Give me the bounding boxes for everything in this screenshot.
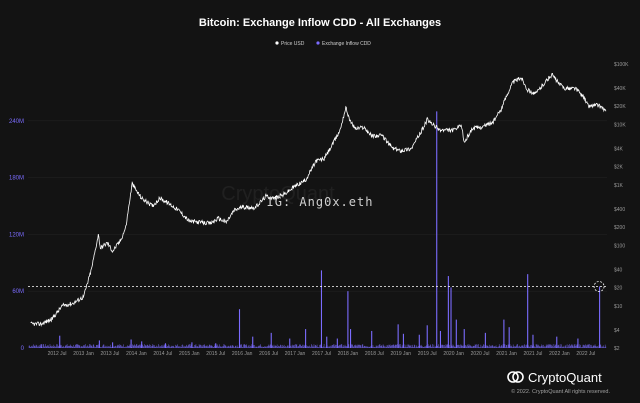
x-tick-label: 2020 Jul xyxy=(471,351,490,357)
x-tick-label: 2016 Jul xyxy=(259,351,278,357)
x-tick-label: 2018 Jan xyxy=(338,351,359,357)
x-tick-label: 2018 Jul xyxy=(365,351,384,357)
x-tick-label: 2020 Jan xyxy=(443,351,464,357)
x-tick-label: 2014 Jul xyxy=(153,351,172,357)
legend-price-label: Price USD xyxy=(281,41,305,47)
left-tick-label: 240M xyxy=(9,119,24,125)
x-tick-label: 2021 Jul xyxy=(524,351,543,357)
copyright: © 2022. CryptoQuant All rights reserved. xyxy=(511,388,610,395)
watermark: CryptoQuant xyxy=(221,183,335,205)
x-tick-label: 2017 Jan xyxy=(285,351,306,357)
chart-title: Bitcoin: Exchange Inflow CDD - All Excha… xyxy=(199,17,441,29)
x-tick-label: 2012 Jul xyxy=(48,351,67,357)
right-tick-label: $10K xyxy=(614,122,626,128)
x-tick-label: 2014 Jan xyxy=(126,351,147,357)
legend-price-marker xyxy=(275,41,279,45)
right-tick-label: $4K xyxy=(614,146,624,152)
legend: Price USD Exchange Inflow CDD xyxy=(275,41,371,47)
x-axis: 2012 Jul 2013 Jan 2013 Jul 2014 Jan 2014 Jul… xyxy=(48,351,596,357)
grid xyxy=(28,120,607,292)
right-tick-label: $20 xyxy=(614,286,623,292)
right-tick-label: $2K xyxy=(614,165,624,171)
left-tick-label: 60M xyxy=(12,289,24,295)
x-tick-label: 2015 Jul xyxy=(206,351,225,357)
left-tick-label: 120M xyxy=(9,232,24,238)
legend-cdd-marker xyxy=(316,41,320,45)
right-tick-label: $40 xyxy=(614,267,623,273)
x-tick-label: 2022 Jul xyxy=(576,351,595,357)
right-tick-label: $4 xyxy=(614,328,620,334)
right-tick-label: $100K xyxy=(614,62,629,68)
right-tick-label: $200 xyxy=(614,225,625,231)
right-tick-label: $100 xyxy=(614,243,625,249)
dashed-circle-icon xyxy=(593,281,605,292)
right-tick-label: $1K xyxy=(614,183,624,189)
x-tick-label: 2019 Jan xyxy=(390,351,411,357)
right-tick-label: $2 xyxy=(614,346,620,352)
x-tick-label: 2019 Jul xyxy=(418,351,437,357)
right-axis: $2 $4 $10 $20 $40 $100 $200 $400 $1K $2K $4K $10K $2… xyxy=(614,62,629,352)
x-tick-label: 2021 Jan xyxy=(496,351,517,357)
x-tick-label: 2013 Jul xyxy=(101,351,120,357)
x-tick-label: 2016 Jan xyxy=(232,351,253,357)
legend-cdd-label: Exchange Inflow CDD xyxy=(322,41,371,47)
overlay-handle-text: IG: Ang0x.eth xyxy=(267,195,374,209)
right-tick-label: $10 xyxy=(614,304,623,310)
left-tick-label: 0 xyxy=(21,346,25,352)
x-tick-label: 2022 Jan xyxy=(549,351,570,357)
left-tick-label: 180M xyxy=(9,176,24,182)
cryptoquant-logo-icon xyxy=(507,371,524,383)
right-tick-label: $20K xyxy=(614,104,626,110)
cdd-series xyxy=(28,111,607,348)
price-series-line xyxy=(30,73,607,327)
right-tick-label: $40K xyxy=(614,86,626,92)
right-tick-label: $400 xyxy=(614,207,625,213)
x-tick-label: 2017 Jul xyxy=(312,351,331,357)
x-tick-label: 2015 Jan xyxy=(179,351,200,357)
left-axis: 0 60M 120M 180M 240M xyxy=(9,119,25,352)
brand-name: CryptoQuant xyxy=(528,370,602,385)
x-tick-label: 2013 Jan xyxy=(73,351,94,357)
